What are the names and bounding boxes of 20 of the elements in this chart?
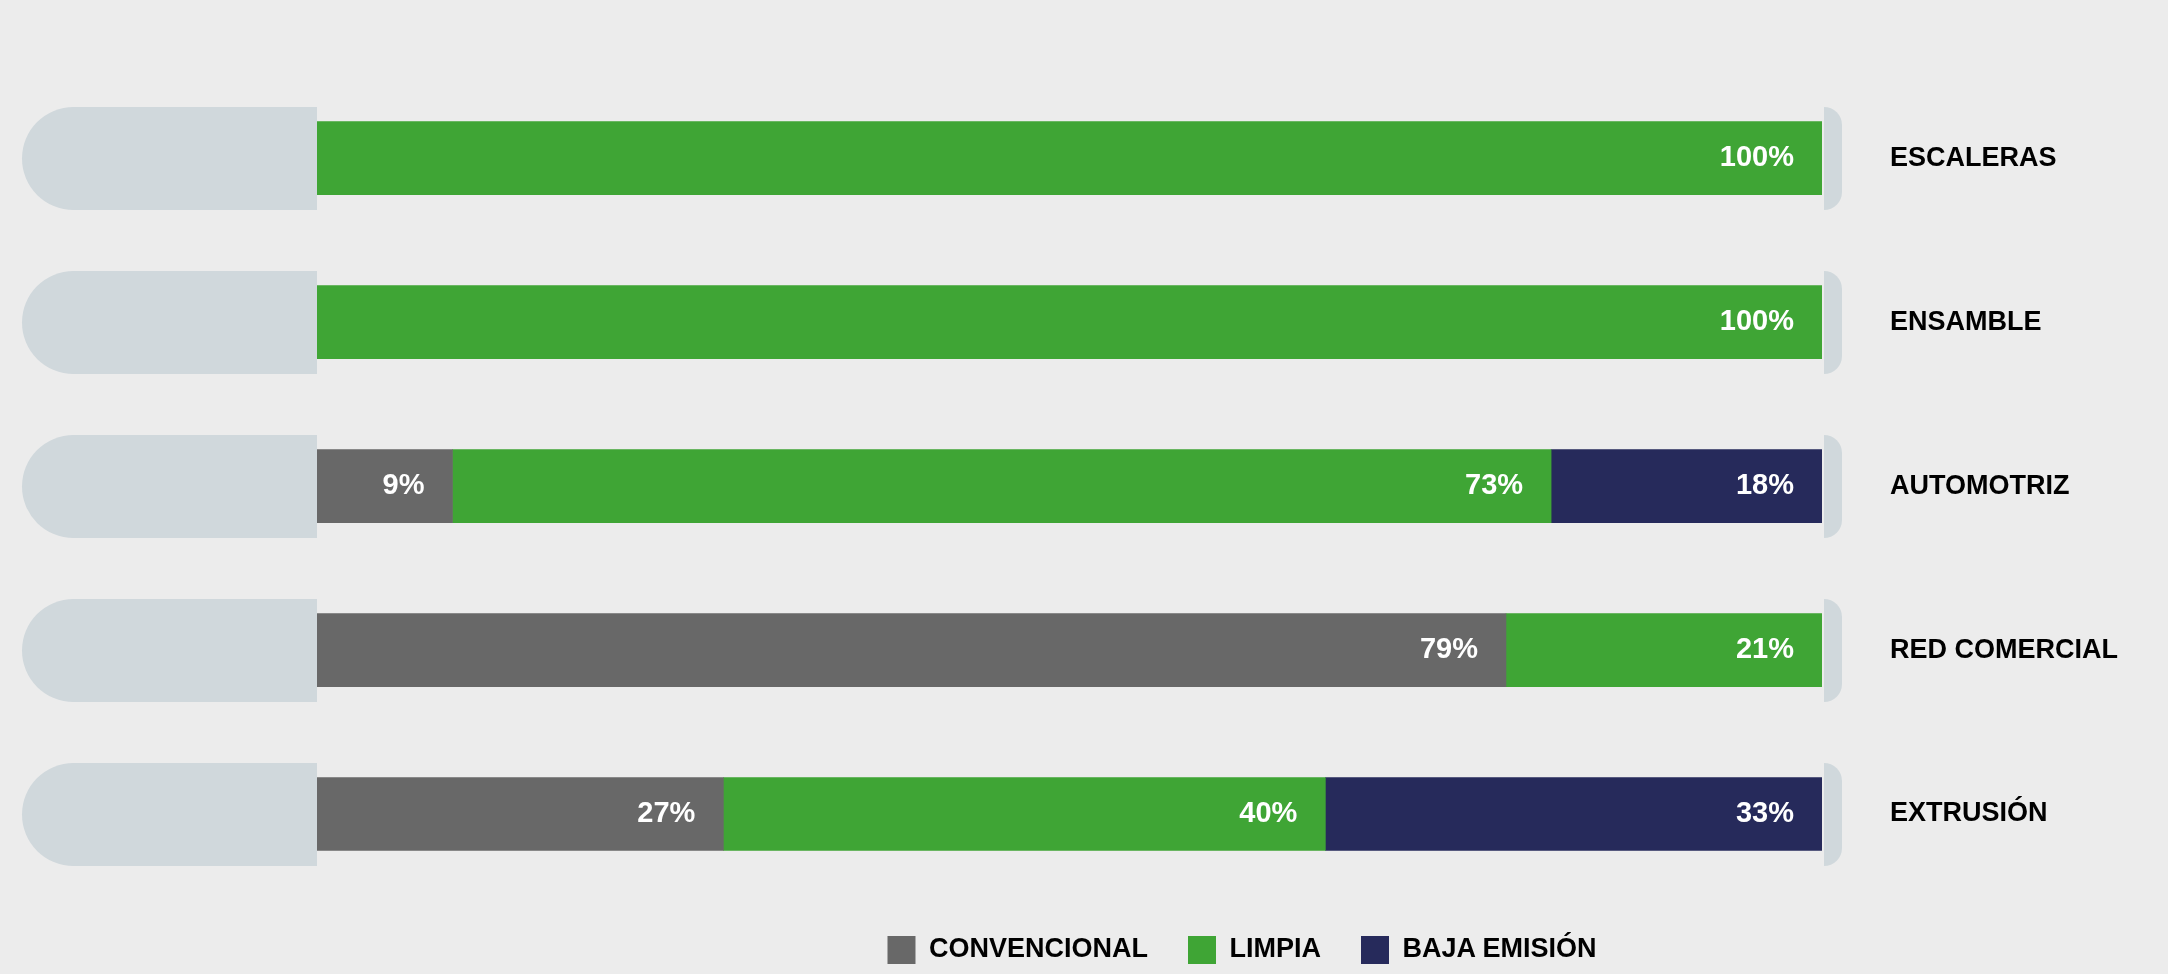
- legend-label: BAJA EMISIÓN: [1402, 932, 1597, 964]
- legend-label: CONVENCIONAL: [928, 933, 1148, 964]
- y-tick-label: AUTOMOTRIZ: [1890, 469, 2070, 500]
- data-label: 40%: [1239, 796, 1298, 829]
- y-tick-label: ENSAMBLE: [1890, 305, 2042, 336]
- data-label: 100%: [1719, 304, 1795, 337]
- legend-label: LIMPIA: [1229, 933, 1321, 964]
- data-label: 33%: [1735, 796, 1795, 829]
- bar: [723, 777, 1326, 851]
- data-label: 73%: [1465, 468, 1524, 501]
- data-label: 27%: [637, 796, 696, 829]
- data-label: 79%: [1419, 632, 1479, 665]
- y-tick-label: RED COMERCIAL: [1890, 633, 2118, 664]
- y-tick-label: ESCALERAS: [1890, 141, 2057, 172]
- data-label: 100%: [1719, 140, 1795, 173]
- data-label: 18%: [1735, 468, 1795, 501]
- data-label: 9%: [382, 468, 425, 501]
- y-tick-label: EXTRUSIÓN: [1890, 796, 2048, 828]
- bar: [452, 449, 1552, 523]
- data-label: 21%: [1735, 632, 1795, 665]
